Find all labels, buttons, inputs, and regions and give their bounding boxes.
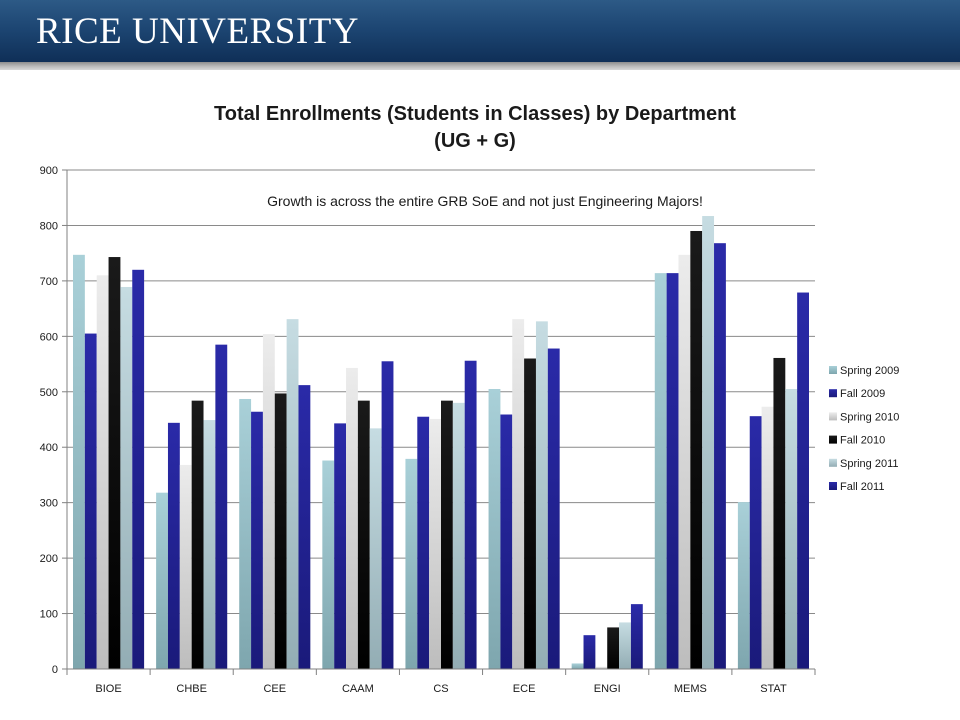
bar-mems-fall-2010	[690, 230, 703, 669]
bar-engi-spring-2011	[619, 622, 631, 669]
bar-mems-fall-2009	[666, 273, 679, 669]
chart-title-line-2: (UG + G)	[434, 130, 516, 152]
bar-engi-fall-2010	[607, 627, 620, 669]
header-banner: RICE UNIVERSITY	[0, 0, 960, 62]
bar-cs-fall-2010	[441, 400, 453, 669]
bar-stat-fall-2010	[773, 357, 786, 669]
bar-caam-fall-2010	[357, 400, 370, 669]
bar-ece-fall-2009	[500, 414, 513, 669]
bar-cee-fall-2011	[298, 385, 311, 669]
x-tick-label: CEE	[263, 683, 286, 695]
bar-caam-spring-2010	[346, 367, 358, 669]
bar-cee-spring-2011	[286, 319, 299, 669]
y-tick-label: 300	[40, 498, 58, 510]
x-tick-label: MEMS	[674, 683, 707, 695]
bar-bioe-fall-2010	[108, 257, 121, 669]
bar-bioe-fall-2011	[132, 269, 145, 669]
legend-swatch	[829, 458, 837, 467]
bar-bioe-spring-2010	[96, 275, 109, 669]
chart-title: Total Enrollments (Students in Classes) …	[100, 101, 850, 155]
y-tick-label: 400	[40, 442, 58, 454]
x-tick-label: STAT	[760, 683, 787, 695]
bar-stat-spring-2010	[761, 406, 774, 669]
bar-bioe-spring-2009	[73, 254, 85, 669]
bar-cee-fall-2009	[251, 411, 263, 669]
legend-swatch	[829, 412, 837, 421]
bar-cs-fall-2011	[464, 360, 477, 669]
legend-label: Fall 2011	[840, 481, 884, 493]
chart-title-line-1: Total Enrollments (Students in Classes) …	[214, 103, 736, 125]
legend-swatch	[829, 482, 837, 490]
bar-bioe-fall-2009	[84, 333, 97, 669]
bar-chbe-spring-2009	[156, 492, 168, 669]
bar-chbe-spring-2011	[203, 420, 216, 669]
y-tick-label: 900	[40, 165, 58, 177]
bar-engi-fall-2009	[583, 635, 596, 669]
legend-label: Fall 2009	[840, 388, 885, 400]
chart-annotation: Growth is across the entire GRB SoE and …	[267, 193, 703, 209]
legend-label: Spring 2009	[840, 365, 899, 377]
bar-caam-spring-2009	[322, 460, 335, 669]
x-tick-label: ENGI	[594, 683, 621, 695]
bar-cs-spring-2011	[452, 402, 465, 669]
x-tick-label: CHBE	[176, 683, 207, 695]
bar-engi-spring-2009	[571, 663, 584, 669]
legend-label: Spring 2010	[840, 411, 899, 423]
x-tick-label: CAAM	[342, 683, 374, 695]
bar-engi-fall-2011	[630, 604, 643, 669]
bar-stat-fall-2009	[749, 416, 762, 669]
bar-chbe-fall-2010	[191, 400, 204, 669]
bar-caam-spring-2011	[369, 428, 382, 669]
y-tick-label: 600	[40, 331, 58, 343]
bar-mems-spring-2009	[654, 273, 667, 669]
y-tick-label: 0	[52, 664, 58, 676]
bar-stat-spring-2011	[785, 389, 798, 669]
bar-cee-spring-2009	[239, 398, 252, 669]
y-tick-label: 700	[40, 276, 58, 288]
bar-ece-fall-2011	[547, 348, 560, 669]
bar-ece-spring-2009	[488, 389, 501, 669]
bar-chbe-fall-2011	[215, 344, 228, 669]
y-tick-label: 100	[40, 609, 58, 621]
bar-ece-spring-2011	[535, 321, 548, 669]
bar-cs-spring-2009	[405, 458, 418, 669]
legend-label: Spring 2011	[840, 458, 899, 470]
bar-stat-spring-2009	[737, 502, 750, 669]
bar-cs-spring-2010	[429, 418, 441, 669]
bar-bioe-spring-2011	[120, 286, 133, 669]
y-tick-label: 200	[40, 553, 58, 565]
legend-label: Fall 2010	[840, 435, 885, 447]
y-tick-label: 800	[40, 220, 58, 232]
bar-chbe-fall-2009	[167, 422, 180, 669]
bar-ece-spring-2010	[512, 319, 525, 669]
university-logo: RICE UNIVERSITY	[36, 11, 360, 52]
bar-stat-fall-2011	[797, 292, 809, 669]
bar-engi-spring-2010	[595, 666, 608, 669]
header-divider	[0, 62, 960, 70]
x-tick-label: ECE	[513, 683, 536, 695]
bar-cs-fall-2009	[417, 416, 430, 669]
legend-swatch	[829, 389, 837, 398]
bar-cee-spring-2010	[262, 334, 275, 669]
y-tick-label: 500	[40, 387, 58, 399]
bar-ece-fall-2010	[524, 358, 536, 669]
bar-caam-fall-2009	[334, 423, 347, 669]
bar-chbe-spring-2010	[179, 464, 192, 669]
legend-swatch	[829, 435, 837, 444]
bar-mems-spring-2011	[702, 216, 715, 669]
bar-cee-fall-2010	[274, 393, 287, 669]
bar-mems-spring-2010	[678, 254, 691, 669]
x-tick-label: CS	[433, 683, 448, 695]
x-tick-label: BIOE	[95, 683, 121, 695]
bar-caam-fall-2011	[381, 361, 394, 669]
bar-mems-fall-2011	[714, 243, 726, 670]
legend-swatch	[829, 366, 837, 374]
